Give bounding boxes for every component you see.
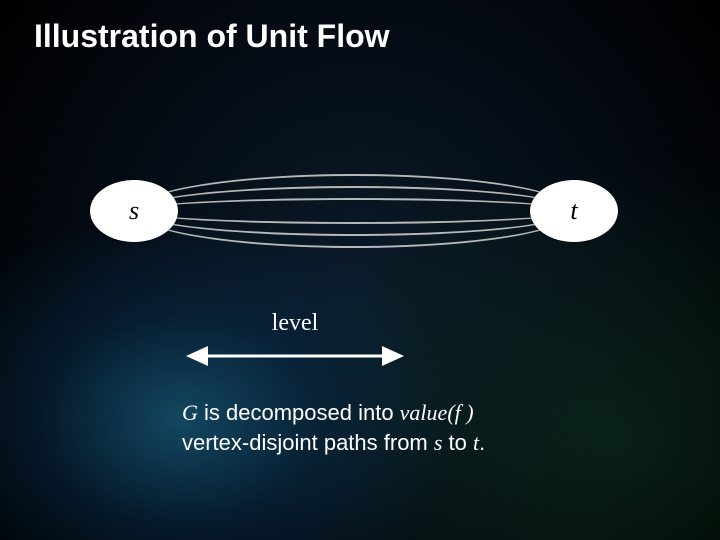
level-block: level [180,310,410,369]
node-t-label: t [570,196,577,226]
unit-flow-diagram: s t [90,150,630,270]
level-label: level [180,310,410,337]
path-arc-inner [134,198,574,224]
slide-title: Illustration of Unit Flow [34,18,390,55]
caption-g: G [182,400,198,425]
caption-text: G is decomposed into value(f ) vertex-di… [182,398,512,457]
double-arrow-icon [186,343,404,369]
node-s-label: s [129,196,139,226]
caption-period: . [479,430,485,455]
caption-t3: to [442,430,473,455]
node-t: t [530,180,618,242]
node-s: s [90,180,178,242]
caption-t1: is decomposed into [198,400,400,425]
caption-valuef: value(f ) [400,400,474,425]
caption-t2: vertex-disjoint paths from [182,430,434,455]
